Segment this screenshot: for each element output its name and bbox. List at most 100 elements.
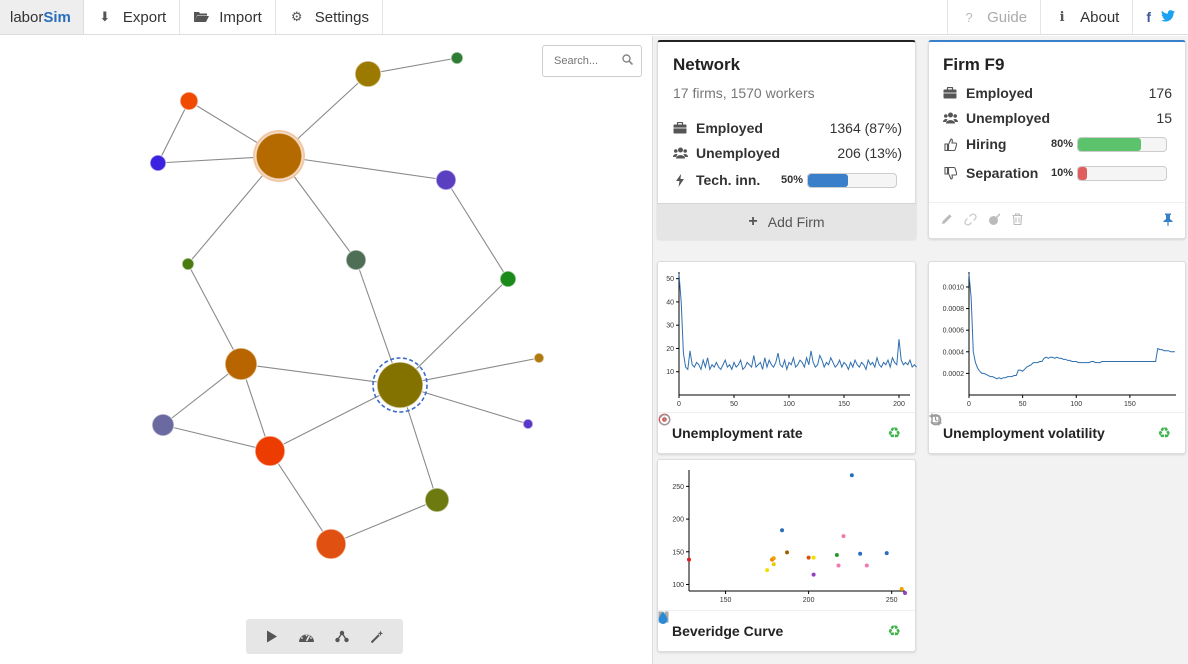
y-tick-label: 30 [666,323,674,330]
beveridge-curve-actions: ♻ [658,611,901,640]
briefcase-icon [671,122,689,134]
scatter-point [811,572,816,577]
graph-node[interactable] [354,60,382,88]
graph-edge [162,424,271,452]
selected-node-ring [372,357,428,413]
graph-edge [240,363,401,386]
y-tick-label: 0.0006 [943,328,965,335]
graph-node[interactable] [424,487,450,513]
graph-node[interactable] [224,347,258,381]
about-button[interactable]: i About [1040,0,1132,34]
app-brand[interactable]: labor Sim [0,0,84,34]
graph-node[interactable] [435,169,457,191]
import-label: Import [219,8,262,26]
x-tick-label: 250 [886,597,898,604]
firm-unemployed-value: 15 [1156,110,1172,126]
unemployed-value: 206 (13%) [837,145,902,161]
beveridge-curve-card: 150 200 250 100 150 200 250 Beveridge Curve ♻ [657,459,916,652]
graph-node[interactable] [181,257,195,271]
search-input[interactable] [554,55,620,67]
network-graph[interactable] [0,36,652,616]
graph-edge [399,278,509,386]
scatter-point [834,553,839,558]
unlink-icon[interactable] [964,212,977,229]
scatter-point [811,555,816,560]
graph-edge [445,179,509,280]
y-tick-label: 150 [672,549,684,556]
search-box[interactable] [542,45,642,77]
add-firm-button[interactable]: + Add Firm [657,203,916,240]
play-icon[interactable] [262,627,282,647]
pencil-icon[interactable] [941,213,953,228]
graph-node[interactable] [499,270,517,288]
graph-node[interactable] [533,352,545,364]
tech-bar-fill [808,173,848,187]
twitter-icon[interactable] [1161,9,1175,25]
recycle-icon[interactable]: ♻ [887,425,901,442]
speedometer-icon[interactable] [297,627,317,647]
guide-button[interactable]: ? Guide [947,0,1040,34]
graph-edge [157,100,190,164]
search-icon[interactable] [622,54,634,68]
graph-node[interactable] [149,154,167,172]
tech-progress[interactable]: 50% [781,172,898,188]
scatter-point [771,562,776,567]
graph-edge [367,57,458,75]
unemployment-volatility-title: Unemployment volatility [943,425,1105,441]
gears-icon: ⚙ [290,9,303,24]
nav-right: ? Guide i About f [947,0,1188,34]
hiring-bar-fill [1078,137,1141,151]
network-title: Network [673,55,741,74]
top-navbar: labor Sim ⬇ Export Import ⚙ Settings ? Gu… [0,0,1188,35]
graph-node[interactable] [179,91,199,111]
graph-node[interactable] [255,132,303,180]
firm-card: Firm F9 Employed 176 Unemployed 15 Hirin… [928,40,1186,239]
trash-icon[interactable] [1012,213,1023,228]
recycle-icon[interactable]: ♻ [1157,425,1171,442]
graph-node[interactable] [450,51,464,65]
y-tick-label: 10 [666,369,674,376]
brand-suffix: Sim [43,8,71,26]
y-tick-label: 200 [672,517,684,524]
scatter-point [841,534,846,539]
import-button[interactable]: Import [180,0,276,34]
graph-node[interactable] [345,249,367,271]
settings-button[interactable]: ⚙ Settings [276,0,383,34]
firm-employed-value: 176 [1148,85,1172,101]
graph-node[interactable] [254,435,286,467]
recycle-icon[interactable]: ♻ [887,623,901,640]
y-tick-label: 20 [666,346,674,353]
unemployment-volatility-card: 0 50 100 150 0.0002 0.0004 0.0006 0.0008 0.0010 … [928,261,1186,454]
tech-percent: 50% [781,174,804,186]
social-links: f [1132,0,1188,34]
pin-icon[interactable] [1163,213,1173,229]
unemployment-rate-title: Unemployment rate [672,425,803,441]
bolt-icon [671,173,689,187]
facebook-icon[interactable]: f [1146,9,1151,25]
x-tick-label: 50 [730,401,738,408]
graph-node[interactable] [151,413,175,437]
bomb-icon[interactable] [988,213,1001,229]
tech-label: Tech. inn. [696,172,761,188]
graph-node[interactable] [376,361,424,409]
y-tick-label: 250 [672,484,684,491]
folder-open-icon [193,9,209,25]
separation-bar [1077,165,1168,181]
separation-progress[interactable]: 10% [1051,165,1168,181]
network-layout-icon[interactable] [332,627,352,647]
graph-edge [269,450,332,545]
x-tick-label: 0 [677,401,681,408]
export-button[interactable]: ⬇ Export [84,0,181,34]
graph-node[interactable] [522,418,534,430]
scatter-point [884,551,889,556]
scatter-point [806,555,811,560]
hiring-progress[interactable]: 80% [1051,136,1168,152]
network-summary: 17 firms, 1570 workers [673,85,815,101]
unemployment-rate-chart: 0 50 100 150 200 10 20 30 40 50 [666,272,917,408]
magic-wand-icon[interactable] [367,627,387,647]
tech-bar [807,172,898,188]
hiring-percent: 80% [1051,138,1074,150]
graph-edge [278,155,447,181]
add-firm-label: Add Firm [767,214,825,230]
graph-node[interactable] [315,528,347,560]
